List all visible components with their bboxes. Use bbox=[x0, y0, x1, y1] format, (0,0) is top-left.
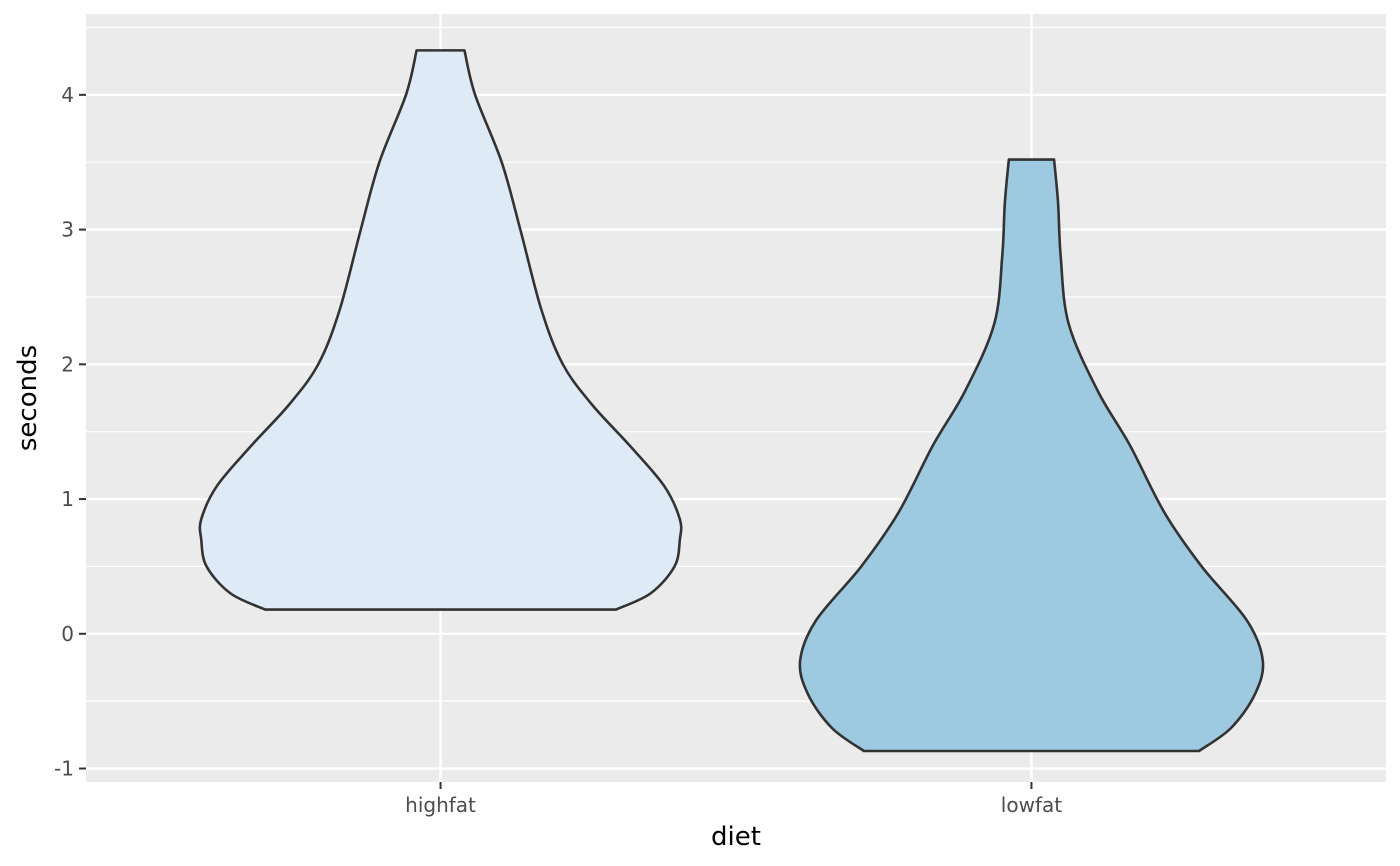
y-tick-label: 1 bbox=[61, 487, 74, 511]
violin-lowfat bbox=[798, 158, 1265, 753]
x-tick-label-highfat: highfat bbox=[405, 793, 476, 817]
y-tick-label: 2 bbox=[61, 352, 74, 376]
x-axis-title: diet bbox=[711, 822, 761, 852]
x-tick-label-lowfat: lowfat bbox=[1001, 793, 1062, 817]
violin-highfat bbox=[198, 49, 683, 611]
y-tick-label: -1 bbox=[54, 757, 74, 781]
y-tick-label: 3 bbox=[61, 218, 74, 242]
y-tick-label: 4 bbox=[61, 83, 74, 107]
violin-layer bbox=[198, 49, 1265, 753]
y-tick-label: 0 bbox=[61, 622, 74, 646]
x-axis: highfat lowfat bbox=[405, 782, 1062, 817]
y-axis-title: seconds bbox=[13, 345, 43, 451]
y-axis: -1 0 1 2 3 4 bbox=[54, 83, 86, 781]
